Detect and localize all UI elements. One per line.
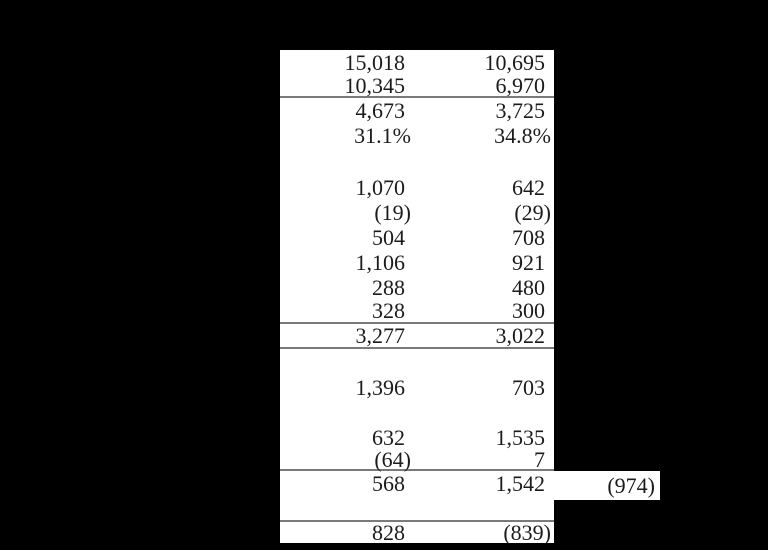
table-row total-row: 828 (839)	[280, 520, 554, 545]
cell-col1: 31.1%	[354, 123, 411, 148]
table-row: 288 480	[280, 275, 554, 300]
cell-col2: 921	[512, 250, 545, 275]
cell-col1: 4,673	[355, 98, 406, 123]
cell-col2: 6,970	[495, 73, 546, 98]
table-row: 15,018 10,695	[280, 50, 554, 75]
blank-row	[280, 349, 554, 375]
cell-col2: 1,542	[495, 471, 546, 496]
table-row: 4,673 3,725	[280, 98, 554, 123]
side-note-value: (974)	[607, 473, 655, 498]
cell-col2: 1,535	[495, 425, 546, 450]
cell-col2: 34.8%	[494, 123, 551, 148]
blank-row	[280, 148, 554, 175]
cell-col1: 10,345	[344, 73, 406, 98]
rule-line	[280, 520, 554, 522]
cell-col2: 10,695	[484, 50, 546, 75]
cell-col1: 632	[372, 425, 405, 450]
blank-row	[280, 400, 554, 425]
cell-col1: 1,070	[355, 175, 406, 200]
cell-col1: 1,396	[355, 375, 406, 400]
cell-col2: 7	[534, 447, 545, 472]
cell-col1: 828	[372, 520, 405, 545]
cell-col2: 480	[512, 275, 545, 300]
cell-col2: 3,725	[495, 98, 546, 123]
table-row: 1,070 642	[280, 175, 554, 200]
cell-col1: 3,277	[355, 323, 406, 348]
cell-col1: 568	[372, 471, 405, 496]
table-row: 328 300	[280, 300, 554, 324]
table-row: 1,396 703	[280, 375, 554, 400]
table-row: (19) (29)	[280, 200, 554, 225]
cell-col1: 15,018	[344, 50, 406, 75]
cell-col2: 708	[512, 225, 545, 250]
cell-col1: (19)	[374, 200, 411, 225]
table-row: 504 708	[280, 225, 554, 250]
cell-col2: 300	[512, 298, 545, 323]
cell-col1: 328	[372, 298, 405, 323]
side-note-box: (974)	[554, 471, 660, 500]
table-row: 10,345 6,970	[280, 75, 554, 98]
table-row: 1,106 921	[280, 250, 554, 275]
cell-col2: 642	[512, 175, 545, 200]
financial-table: 15,018 10,695 10,345 6,970 4,673 3,725 3…	[280, 50, 660, 545]
table-row: 31.1% 34.8%	[280, 123, 554, 148]
cell-col1: (64)	[374, 447, 411, 472]
cell-col1: 1,106	[355, 250, 406, 275]
cell-col2: (839)	[503, 520, 551, 545]
cell-col2: 3,022	[495, 323, 546, 348]
table-row subtotal-row: 568 1,542	[280, 471, 554, 496]
cell-col2: (29)	[514, 200, 551, 225]
cell-col1: 288	[372, 275, 405, 300]
blank-row	[280, 496, 554, 520]
cell-col2: 703	[512, 375, 545, 400]
cell-col1: 504	[372, 225, 405, 250]
table-row: 632 1,535	[280, 425, 554, 450]
table-row: (64) 7	[280, 447, 554, 472]
table-row subtotal-row: 3,277 3,022	[280, 324, 554, 349]
